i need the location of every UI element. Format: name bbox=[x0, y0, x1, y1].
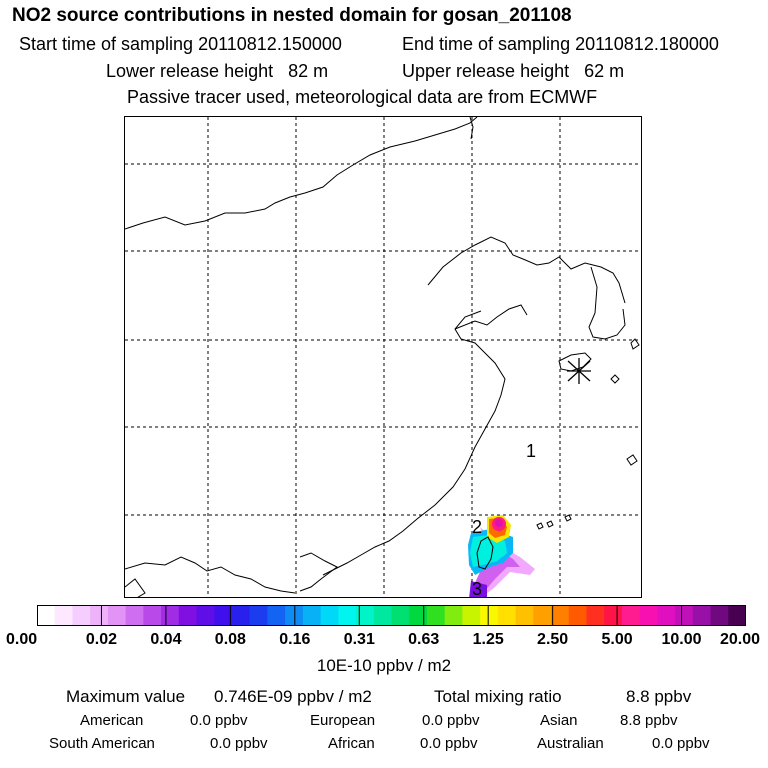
color-bar-swatch bbox=[391, 605, 410, 626]
color-bar-swatch bbox=[409, 605, 428, 626]
color-bar-swatch bbox=[72, 605, 91, 626]
start-time: Start time of sampling 20110812.150000 bbox=[19, 34, 342, 54]
region-name-asian: Asian bbox=[540, 712, 578, 729]
color-bar-swatch bbox=[497, 605, 517, 626]
color-bar-swatch bbox=[90, 605, 109, 626]
color-bar-swatch bbox=[214, 605, 233, 626]
grid-lines bbox=[125, 117, 641, 597]
region-value-american: 0.0 ppbv bbox=[190, 712, 248, 729]
color-bar-swatch bbox=[462, 605, 481, 626]
color-bar-tick-label: 0.00 bbox=[6, 631, 38, 648]
region-name-european: European bbox=[310, 712, 376, 729]
color-bar-tick-label: 20.00 bbox=[719, 631, 760, 648]
end-time: End time of sampling 20110812.180000 bbox=[402, 34, 719, 54]
color-bar-swatch bbox=[604, 605, 623, 626]
color-bar-swatch bbox=[143, 605, 162, 626]
tracer-note: Passive tracer used, meteorological data… bbox=[127, 87, 598, 107]
upper-release-height: Upper release height 62 m bbox=[402, 61, 625, 81]
color-bar-tick-label: 10.00 bbox=[661, 631, 702, 648]
plume bbox=[468, 515, 535, 597]
region-marker-2: 2 bbox=[472, 517, 482, 537]
color-bar-swatch bbox=[692, 605, 712, 626]
coastlines bbox=[125, 117, 640, 597]
color-bar-tick-label: 1.25 bbox=[472, 631, 504, 648]
region-value-australian: 0.0 ppbv bbox=[652, 735, 710, 752]
color-bar-swatch bbox=[568, 605, 587, 626]
color-bar bbox=[37, 605, 747, 626]
color-bar-swatch bbox=[302, 605, 322, 626]
region-value-asian: 8.8 ppbv bbox=[620, 712, 678, 729]
color-bar-swatch bbox=[373, 605, 393, 626]
region-name-south-american: South American bbox=[49, 735, 155, 752]
color-bar-swatch bbox=[54, 605, 73, 626]
color-bar-swatch bbox=[621, 605, 641, 626]
region-marker-3: 3 bbox=[472, 579, 482, 598]
color-bar-swatch bbox=[249, 605, 268, 626]
color-bar-swatch bbox=[639, 605, 658, 626]
color-bar-swatch bbox=[178, 605, 198, 626]
region-value-south-american: 0.0 ppbv bbox=[210, 735, 268, 752]
color-bar-swatch bbox=[444, 605, 463, 626]
color-bar-swatch bbox=[356, 605, 375, 626]
color-bar-border bbox=[37, 605, 746, 626]
region-marker-1: 1 bbox=[526, 441, 536, 461]
region-name-american: American bbox=[80, 712, 144, 729]
total-mixing-value: 8.8 ppbv bbox=[626, 687, 692, 706]
color-bar-svg bbox=[37, 605, 747, 626]
color-bar-swatch bbox=[480, 605, 499, 626]
color-bar-swatch bbox=[320, 605, 339, 626]
receptor-marker bbox=[567, 358, 591, 384]
max-value: 0.746E-09 ppbv / m2 bbox=[214, 687, 372, 706]
total-mixing-label: Total mixing ratio bbox=[434, 687, 562, 706]
color-bar-swatch bbox=[728, 605, 747, 626]
region-value-african: 0.0 ppbv bbox=[420, 735, 478, 752]
color-bar-swatch bbox=[196, 605, 215, 626]
color-bar-tick-label: 0.04 bbox=[150, 631, 182, 648]
color-bar-swatch bbox=[231, 605, 251, 626]
color-bar-swatch bbox=[533, 605, 552, 626]
color-bar-swatch bbox=[675, 605, 694, 626]
color-bar-tick-label: 0.16 bbox=[279, 631, 311, 648]
color-bar-tick-label: 0.31 bbox=[343, 631, 375, 648]
color-bar-tick-label: 0.08 bbox=[214, 631, 246, 648]
color-bar-swatch bbox=[657, 605, 676, 626]
color-bar-swatch bbox=[426, 605, 446, 626]
color-bar-tick-label: 0.63 bbox=[408, 631, 440, 648]
region-value-european: 0.0 ppbv bbox=[422, 712, 480, 729]
colorbar-unit: 10E-10 ppbv / m2 bbox=[316, 656, 452, 675]
color-bar-tick-label: 0.02 bbox=[85, 631, 118, 648]
color-bar-tick-label: 2.50 bbox=[537, 631, 569, 648]
plot-title: NO2 source contributions in nested domai… bbox=[12, 5, 572, 26]
color-bar-swatch bbox=[161, 605, 180, 626]
lower-release-height: Lower release height 82 m bbox=[106, 61, 329, 81]
map-panel: 1 2 3 bbox=[124, 116, 642, 598]
color-bar-swatch bbox=[515, 605, 534, 626]
color-bar-swatch bbox=[125, 605, 144, 626]
color-bar-swatch bbox=[267, 605, 286, 626]
color-bar-swatch bbox=[107, 605, 127, 626]
color-bar-swatch bbox=[285, 605, 304, 626]
color-bar-swatch bbox=[710, 605, 729, 626]
color-bar-swatch bbox=[586, 605, 605, 626]
map-canvas: 1 2 3 bbox=[125, 117, 641, 598]
region-name-australian: Australian bbox=[537, 735, 604, 752]
max-value-label: Maximum value bbox=[66, 687, 186, 706]
color-bar-swatch bbox=[551, 605, 570, 626]
region-name-african: African bbox=[328, 735, 375, 752]
color-bar-swatch bbox=[338, 605, 357, 626]
color-bar-tick-label: 5.00 bbox=[601, 631, 633, 648]
color-bar-swatch bbox=[37, 605, 56, 626]
